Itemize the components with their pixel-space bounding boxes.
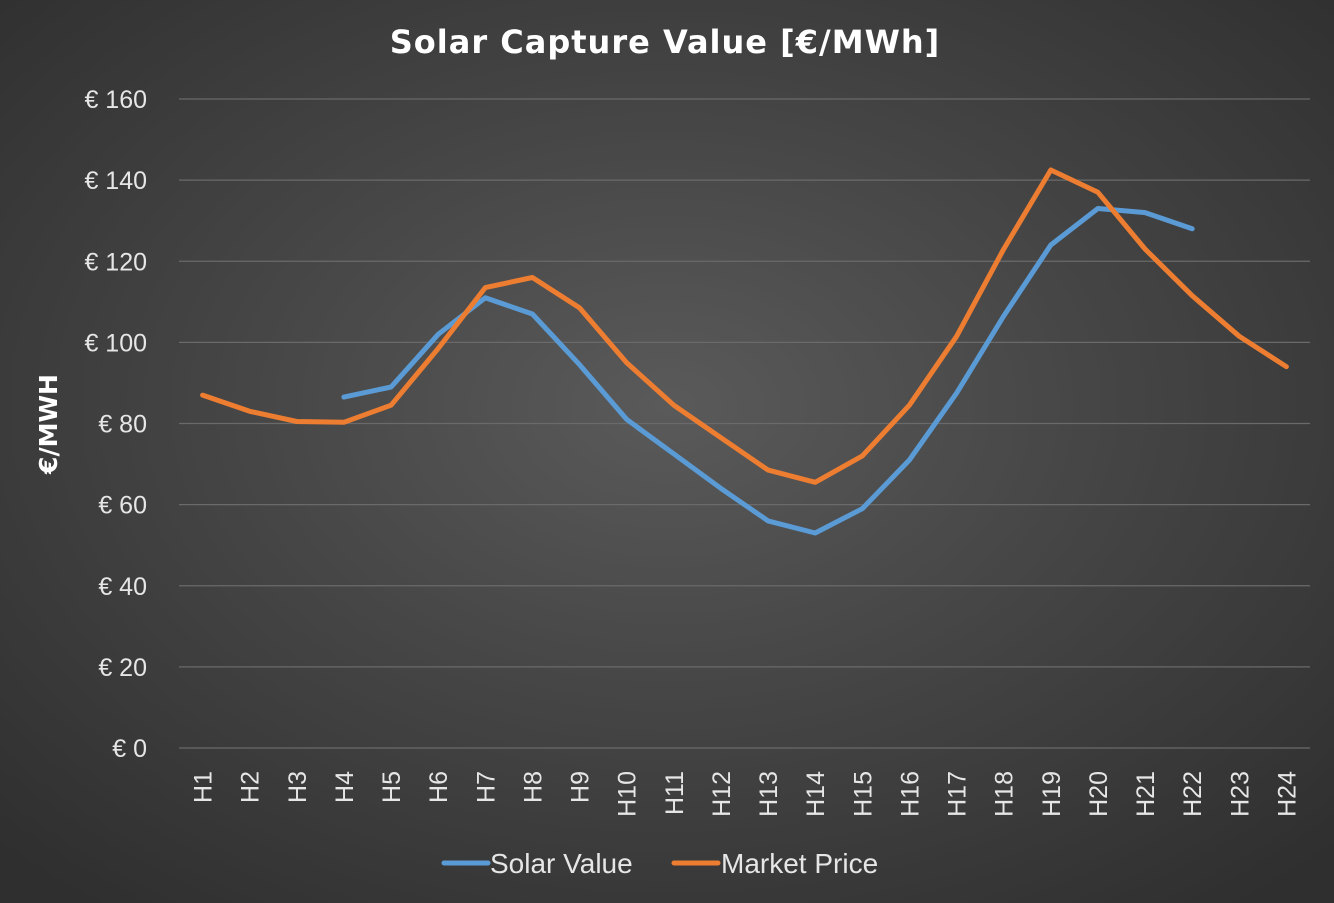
series-line-market-price: [200, 167, 1289, 485]
series-lines: [200, 167, 1289, 536]
series-line-solar-value: [341, 206, 1195, 536]
x-tick-label: H8: [519, 771, 547, 803]
y-axis-label: €/MWH: [34, 374, 63, 475]
x-tick-label: H3: [284, 771, 312, 803]
x-tick-label: H2: [237, 771, 265, 803]
y-axis-ticks: € 0 € 20 € 40 € 60 € 80 € 100 € 120 € 140 € 160: [84, 86, 147, 763]
y-tick-label: € 140: [84, 167, 147, 195]
legend-label-market-price: Market Price: [721, 848, 878, 879]
y-tick-label: € 80: [98, 411, 147, 439]
y-tick-label: € 20: [98, 654, 147, 682]
y-tick-label: € 0: [112, 735, 147, 763]
x-tick-label: H7: [472, 771, 500, 803]
x-tick-label: H20: [1085, 771, 1113, 817]
x-tick-label: H23: [1226, 771, 1254, 817]
y-tick-label: € 120: [84, 248, 147, 276]
x-tick-label: H12: [708, 771, 736, 817]
y-tick-label: € 100: [84, 329, 147, 357]
x-tick-label: H6: [425, 771, 453, 803]
x-tick-label: H5: [378, 771, 406, 803]
x-tick-label: H17: [944, 771, 972, 817]
y-tick-label: € 160: [84, 86, 147, 114]
x-tick-label: H15: [849, 771, 877, 817]
y-tick-label: € 60: [98, 492, 147, 520]
gridlines: [179, 98, 1310, 749]
x-tick-label: H13: [755, 771, 783, 817]
legend: Solar Value Market Price: [441, 848, 878, 879]
x-tick-label: H10: [614, 771, 642, 817]
x-tick-label: H18: [991, 771, 1019, 817]
x-tick-label: H22: [1179, 771, 1207, 817]
x-tick-label: H11: [661, 771, 689, 815]
chart-title: Solar Capture Value [€/MWh]: [390, 23, 941, 61]
x-tick-label: H16: [896, 771, 924, 817]
x-tick-label: H9: [567, 771, 595, 803]
x-tick-label: H19: [1038, 771, 1066, 817]
y-tick-label: € 40: [98, 573, 147, 601]
legend-label-solar-value: Solar Value: [490, 848, 633, 879]
x-tick-label: H1: [190, 771, 218, 803]
x-tick-label: H24: [1273, 771, 1301, 817]
x-tick-label: H21: [1132, 771, 1160, 817]
x-tick-label: H4: [331, 771, 359, 803]
x-axis-ticks: H1 H2 H3 H4 H5 H6 H7 H8 H9 H10 H11 H12 H13 H14 H15 H16 H…: [190, 771, 1302, 817]
x-tick-label: H14: [802, 771, 830, 817]
